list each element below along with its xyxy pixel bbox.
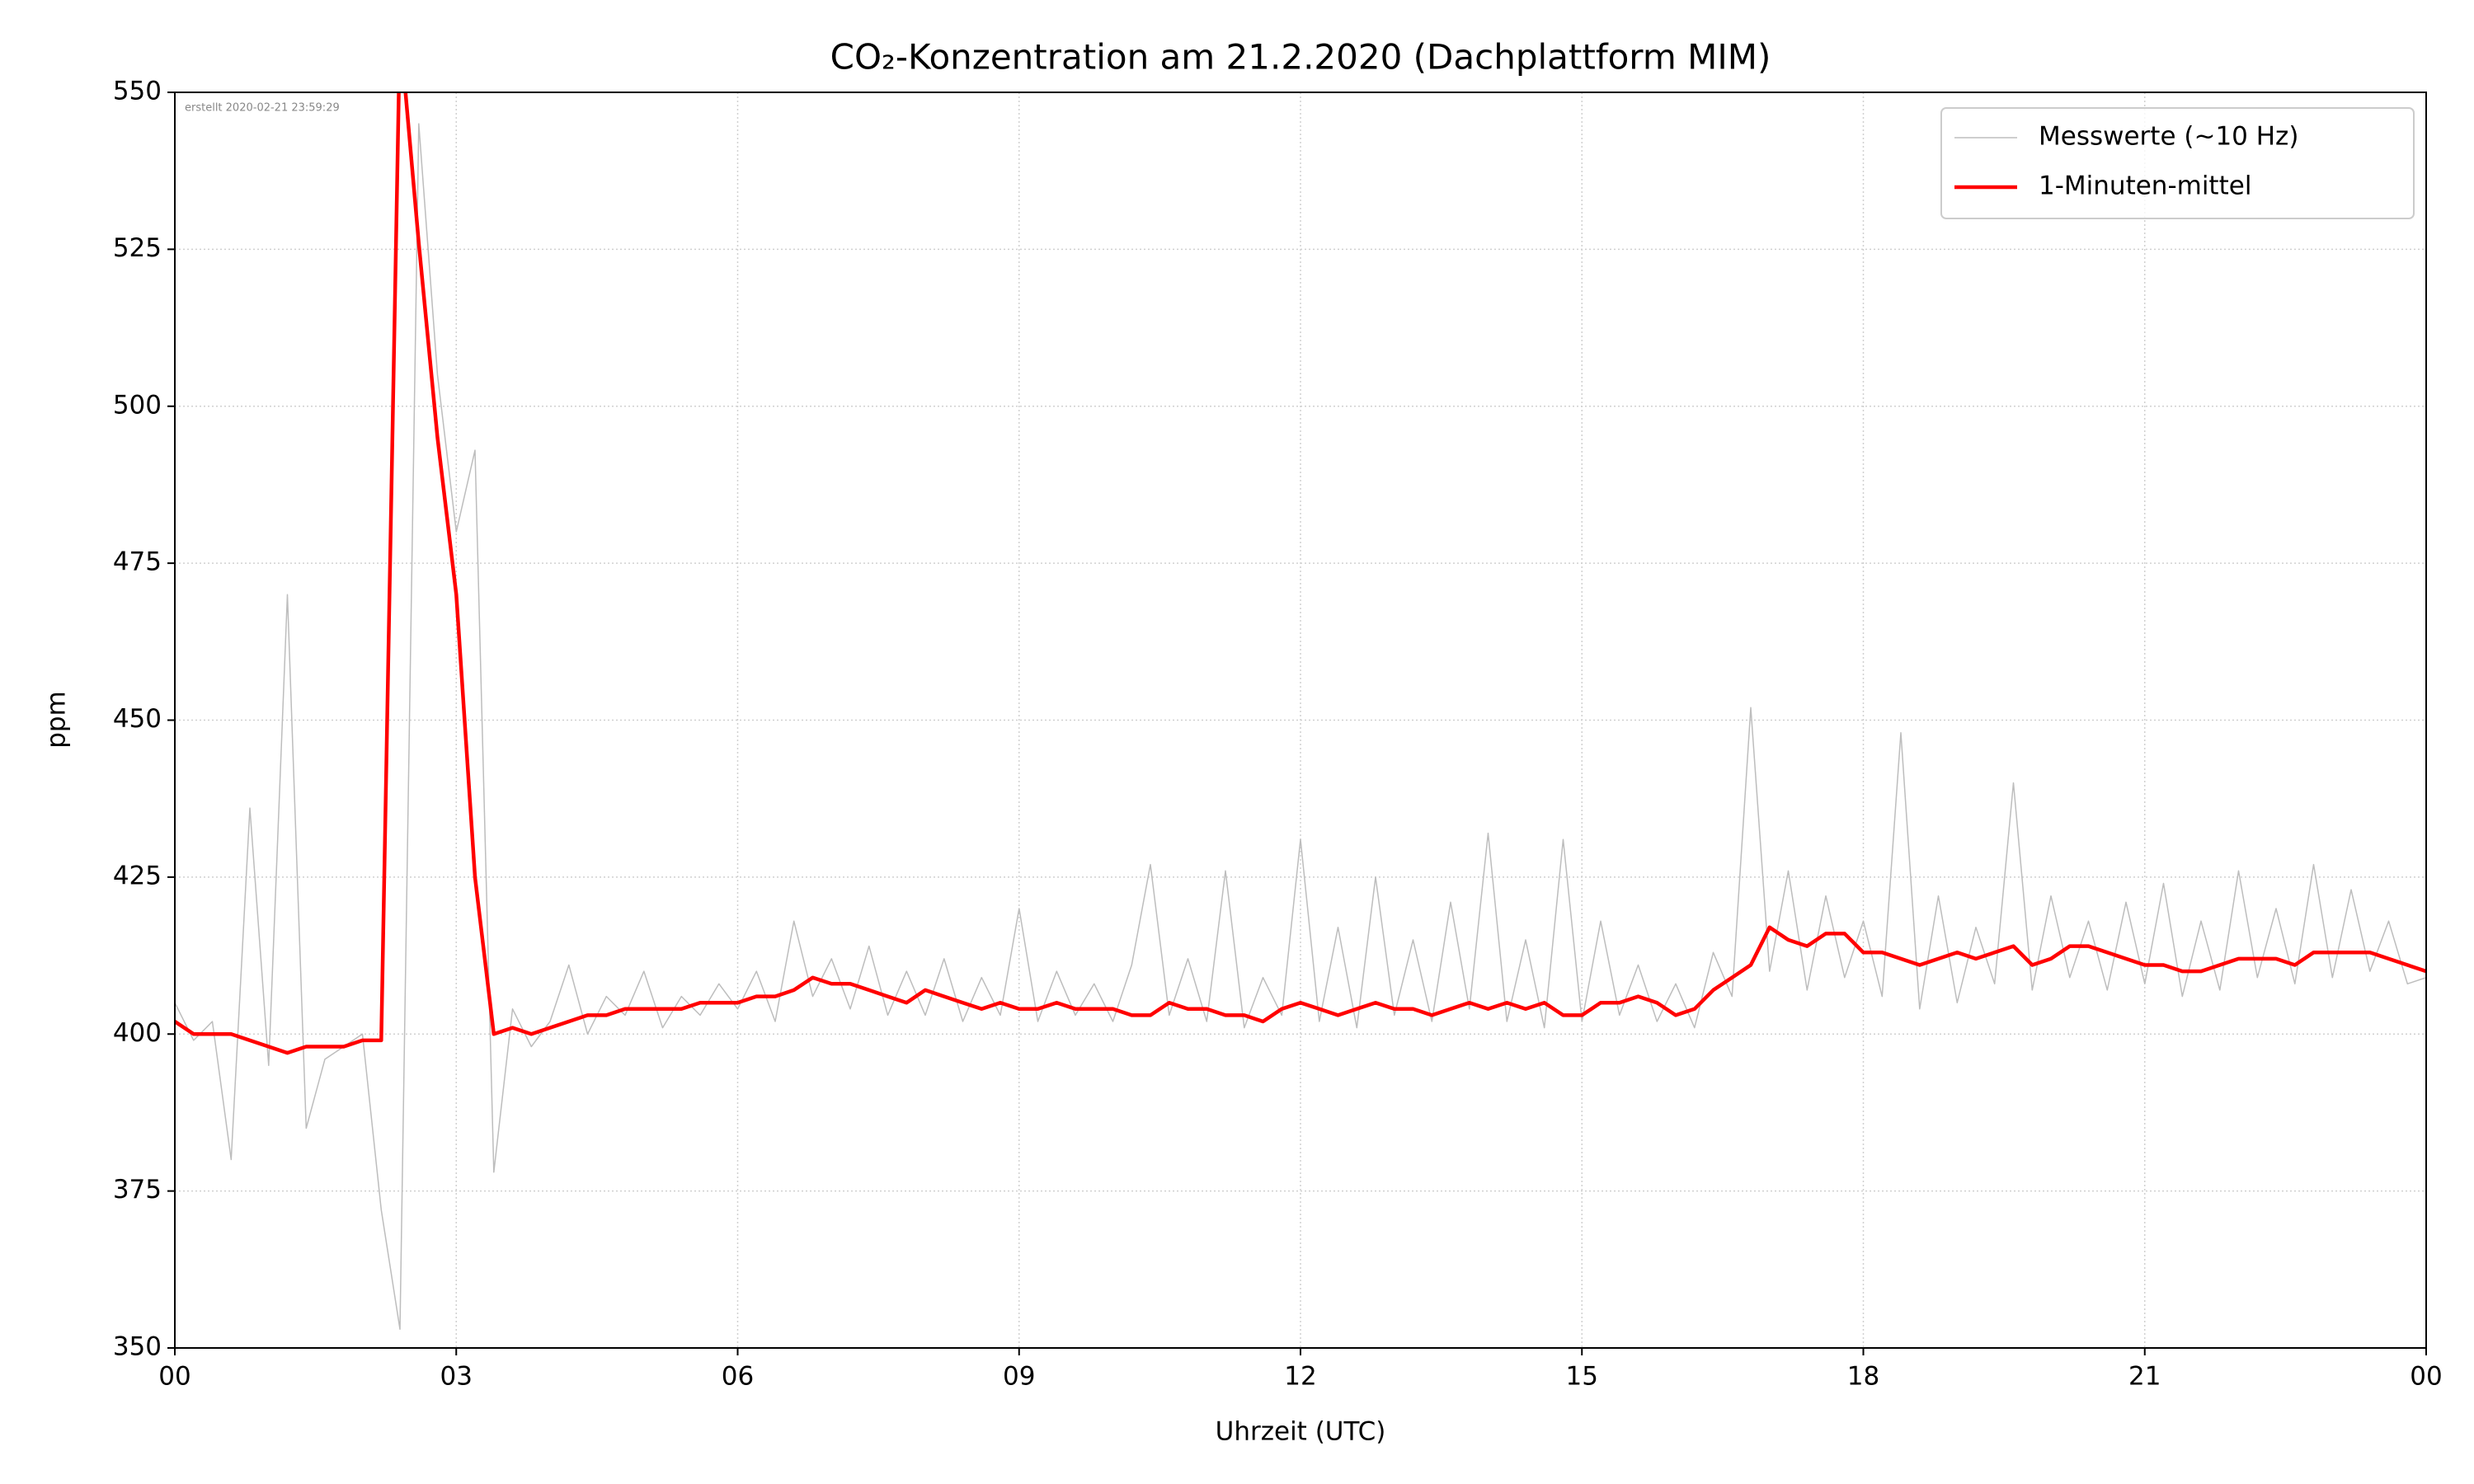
x-tick-label: 21	[2128, 1362, 2161, 1392]
legend-box	[1940, 107, 2415, 219]
y-tick-label: 375	[113, 1175, 162, 1205]
y-tick-label: 400	[113, 1018, 162, 1048]
y-tick-label: 500	[113, 390, 162, 420]
x-tick-label: 09	[1003, 1362, 1035, 1392]
x-tick-label: 15	[1566, 1362, 1598, 1392]
y-tick-label: 350	[113, 1332, 162, 1362]
x-tick-label: 12	[1284, 1362, 1316, 1392]
legend-label: 1-Minuten-mittel	[2039, 171, 2251, 201]
x-tick-label: 06	[722, 1362, 754, 1392]
y-tick-label: 550	[113, 77, 162, 106]
x-axis-label: Uhrzeit (UTC)	[1216, 1417, 1386, 1447]
legend-label: Messwerte (~10 Hz)	[2039, 122, 2298, 152]
series-line	[175, 123, 2426, 1330]
axes-frame	[174, 92, 2427, 1349]
y-tick-label: 425	[113, 861, 162, 890]
x-tick-label: 00	[2410, 1362, 2442, 1392]
plot-area	[175, 92, 2426, 1330]
y-tick-label: 450	[113, 704, 162, 734]
x-tick-label: 00	[158, 1362, 190, 1392]
y-axis-label: ppm	[42, 691, 72, 749]
series-line	[175, 92, 2426, 1055]
x-tick-label: 18	[1847, 1362, 1879, 1392]
y-tick-label: 475	[113, 547, 162, 577]
chart-title: CO₂-Konzentration am 21.2.2020 (Dachplat…	[830, 37, 1771, 77]
y-tick-label: 525	[113, 233, 162, 263]
annotation: erstellt 2020-02-21 23:59:29	[185, 102, 340, 115]
x-tick-label: 03	[440, 1362, 473, 1392]
